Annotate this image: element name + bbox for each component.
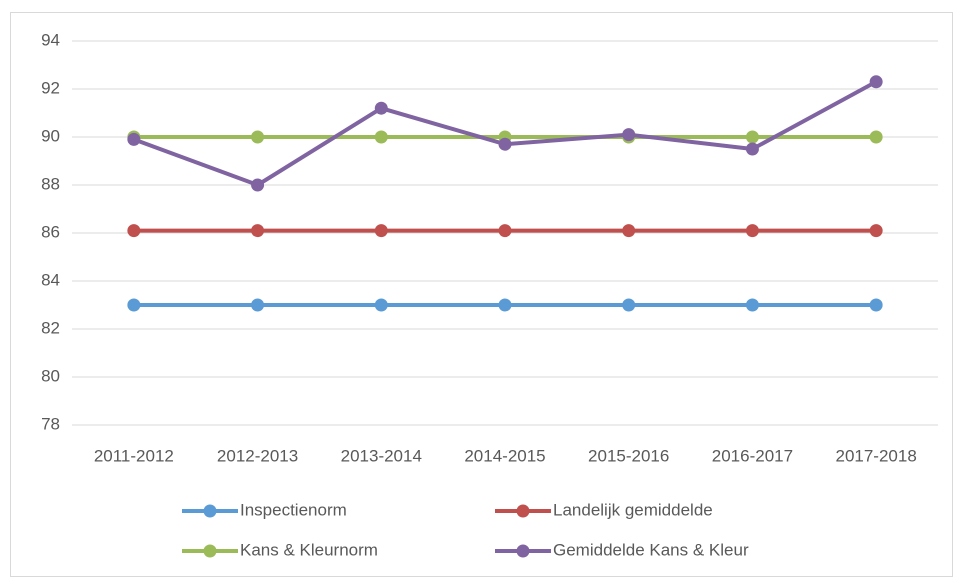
x-tick-label: 2011-2012 [94, 446, 174, 465]
data-point [869, 75, 883, 89]
x-tick-label: 2013-2014 [341, 446, 422, 465]
data-point [374, 101, 388, 115]
x-tick-label: 2017-2018 [835, 446, 916, 465]
data-point [622, 128, 636, 142]
data-point [745, 224, 759, 238]
legend-marker [203, 544, 217, 558]
data-point [374, 130, 388, 144]
y-tick-label: 78 [41, 414, 60, 433]
data-point [374, 224, 388, 238]
data-point [498, 137, 512, 151]
y-tick-label: 92 [41, 78, 60, 97]
data-point [251, 178, 265, 192]
data-point [869, 130, 883, 144]
y-tick-label: 86 [41, 222, 60, 241]
data-point [374, 298, 388, 312]
data-point [622, 224, 636, 238]
chart-frame [10, 12, 953, 577]
legend-label: Kans & Kleurnorm [240, 540, 378, 559]
data-point [251, 130, 265, 144]
y-tick-label: 90 [41, 126, 60, 145]
data-point [745, 142, 759, 156]
legend-marker [203, 504, 217, 518]
data-point [498, 298, 512, 312]
data-point [498, 224, 512, 238]
legend-label: Gemiddelde Kans & Kleur [553, 540, 749, 559]
y-tick-label: 80 [41, 366, 60, 385]
data-point [745, 130, 759, 144]
x-tick-label: 2016-2017 [712, 446, 793, 465]
legend-label: Inspectienorm [240, 500, 347, 519]
y-tick-label: 84 [41, 270, 60, 289]
data-point [251, 224, 265, 238]
legend-label: Landelijk gemiddelde [553, 500, 713, 519]
data-point [127, 298, 141, 312]
data-point [251, 298, 265, 312]
data-point [745, 298, 759, 312]
legend-marker [516, 544, 530, 558]
y-tick-label: 82 [41, 318, 60, 337]
data-point [622, 298, 636, 312]
y-tick-label: 94 [41, 30, 60, 49]
x-tick-label: 2015-2016 [588, 446, 669, 465]
data-point [127, 224, 141, 238]
x-tick-label: 2012-2013 [217, 446, 298, 465]
x-tick-label: 2014-2015 [464, 446, 545, 465]
legend-marker [516, 504, 530, 518]
data-point [127, 132, 141, 146]
data-point [869, 298, 883, 312]
y-tick-label: 88 [41, 174, 60, 193]
data-point [869, 224, 883, 238]
